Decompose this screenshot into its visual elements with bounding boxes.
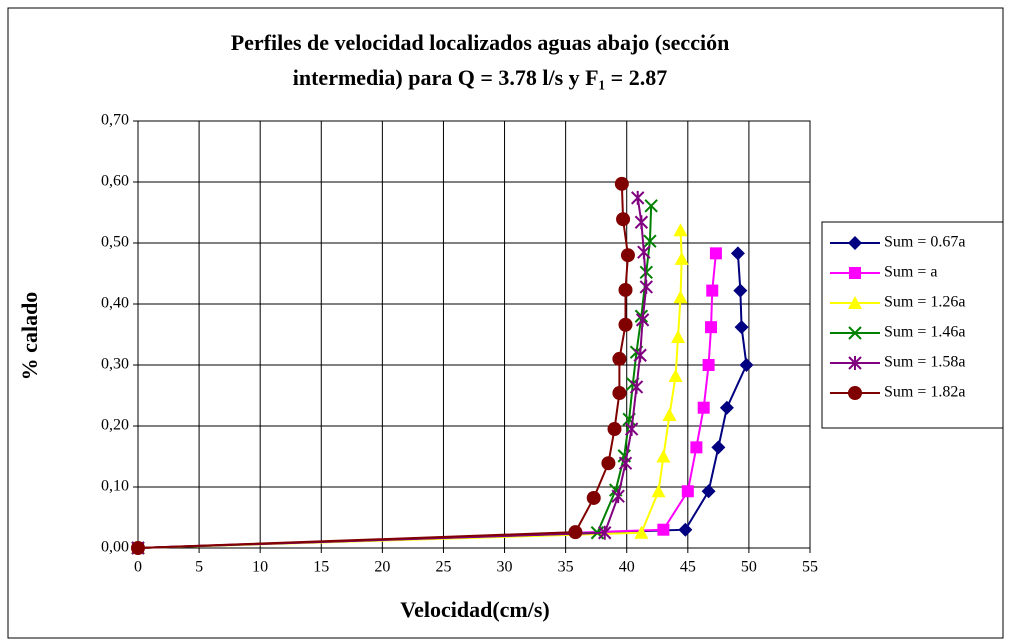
marker <box>601 456 616 471</box>
marker <box>643 234 657 248</box>
marker <box>848 296 862 309</box>
x-axis-title: Velocidad(cm/s) <box>400 597 550 622</box>
marker <box>673 223 688 237</box>
y-tick-label: 0,60 <box>101 173 129 190</box>
marker <box>612 386 627 401</box>
marker <box>639 265 653 279</box>
series-line <box>137 230 683 549</box>
x-tick-label: 25 <box>435 559 451 576</box>
marker <box>711 440 726 455</box>
x-tick-label: 0 <box>134 559 142 576</box>
y-tick-label: 0,70 <box>101 112 129 129</box>
marker <box>568 525 583 540</box>
marker <box>706 284 719 297</box>
y-tick-label: 0,50 <box>101 234 129 251</box>
legend-label: Sum = 1.58a <box>884 354 965 371</box>
marker <box>705 321 718 334</box>
legend-label: Sum = 0.67a <box>884 234 965 251</box>
marker <box>701 484 716 499</box>
marker <box>651 484 666 498</box>
chart-title: Perfiles de velocidad localizados aguas … <box>231 30 730 55</box>
marker <box>673 290 688 304</box>
chart-title: intermedia) para Q = 3.78 l/s y F₁ = 2.8… <box>293 65 667 90</box>
marker <box>637 245 651 260</box>
marker <box>739 358 754 372</box>
marker <box>607 422 622 437</box>
marker <box>702 359 715 371</box>
marker <box>612 351 627 366</box>
marker <box>618 317 633 332</box>
marker <box>734 320 749 335</box>
marker <box>618 456 633 471</box>
marker <box>618 282 633 297</box>
marker <box>614 176 629 191</box>
marker <box>624 422 639 437</box>
marker <box>849 267 861 279</box>
marker <box>848 236 862 250</box>
x-tick-label: 45 <box>680 559 696 576</box>
marker <box>631 190 645 205</box>
y-tick-label: 0,00 <box>101 539 129 556</box>
marker <box>620 248 635 263</box>
marker <box>634 525 649 539</box>
x-tick-label: 55 <box>802 559 818 576</box>
marker <box>674 251 689 265</box>
marker <box>697 401 710 414</box>
marker <box>671 329 686 343</box>
y-tick-label: 0,40 <box>101 295 129 312</box>
marker <box>733 283 748 298</box>
marker <box>634 215 649 230</box>
marker <box>657 523 670 536</box>
y-tick-label: 0,30 <box>101 356 129 373</box>
marker <box>848 356 862 370</box>
legend-label: Sum = 1.46a <box>884 324 965 341</box>
plot-area <box>137 120 811 549</box>
marker <box>598 525 612 540</box>
marker <box>730 246 745 261</box>
marker <box>611 489 625 504</box>
marker <box>848 326 862 340</box>
y-axis-title: % calado <box>17 292 42 381</box>
legend-label: Sum = 1.82a <box>884 384 965 401</box>
marker <box>644 199 658 213</box>
x-tick-label: 10 <box>252 559 268 576</box>
legend-label: Sum = 1.26a <box>884 294 965 311</box>
marker <box>848 386 862 400</box>
x-tick-label: 5 <box>195 559 203 576</box>
legend-label: Sum = a <box>884 264 937 281</box>
marker <box>678 522 693 537</box>
marker <box>633 348 647 363</box>
y-tick-label: 0,20 <box>101 417 129 434</box>
marker <box>629 379 644 394</box>
marker <box>690 441 703 454</box>
x-tick-label: 40 <box>619 559 635 576</box>
marker <box>709 247 722 260</box>
marker <box>719 400 734 415</box>
marker <box>131 541 145 555</box>
marker <box>639 279 653 294</box>
marker <box>656 449 671 463</box>
marker <box>616 212 631 227</box>
x-tick-label: 35 <box>558 559 574 576</box>
marker <box>586 490 601 505</box>
marker <box>635 312 650 327</box>
x-tick-label: 30 <box>497 559 513 576</box>
marker <box>662 408 677 422</box>
x-tick-label: 50 <box>741 559 757 576</box>
x-tick-label: 15 <box>313 559 329 576</box>
marker <box>668 368 683 382</box>
marker <box>634 309 649 323</box>
y-tick-label: 0,10 <box>101 478 129 495</box>
x-tick-label: 20 <box>374 559 390 576</box>
marker <box>681 485 694 498</box>
